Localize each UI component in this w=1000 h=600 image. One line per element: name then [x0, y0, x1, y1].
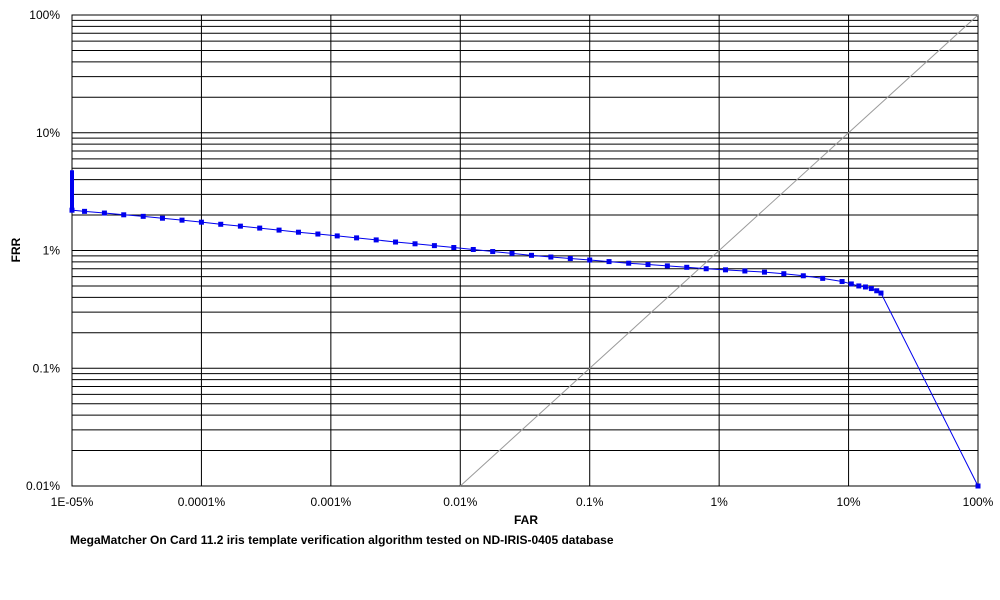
x-axis-title: FAR [514, 513, 538, 527]
data-point [69, 207, 75, 213]
data-point [529, 252, 535, 258]
data-point [723, 267, 729, 273]
data-point [334, 233, 340, 239]
data-point [412, 241, 418, 247]
data-point [868, 286, 874, 292]
data-point [781, 271, 787, 277]
data-point [874, 288, 880, 294]
plot-frame [71, 14, 979, 487]
data-point [820, 275, 826, 281]
x-tick-label: 100% [963, 495, 994, 509]
data-point [800, 273, 806, 279]
data-point [862, 284, 868, 290]
grid-lines [71, 14, 979, 487]
data-point [431, 243, 437, 249]
data-point [839, 279, 845, 285]
data-point [587, 257, 593, 263]
y-axis-title: FRR [9, 237, 23, 262]
data-point [276, 227, 282, 233]
data-point [664, 263, 670, 269]
data-point [257, 225, 263, 231]
data-point [315, 231, 321, 237]
data-point [742, 268, 748, 274]
data-point [567, 256, 573, 262]
x-axis-ticks: 1E-05% 0.0001% 0.001% 0.01% 0.1% 1% 10% 100% [51, 495, 994, 509]
y-tick-label: 0.1% [33, 361, 61, 375]
y-tick-label: 10% [36, 126, 60, 140]
data-point [237, 223, 243, 229]
chart-caption: MegaMatcher On Card 11.2 iris template v… [70, 533, 614, 547]
data-point [198, 219, 204, 225]
data-point [626, 260, 632, 266]
data-point [509, 250, 515, 256]
data-point [548, 254, 554, 260]
x-tick-label: 1% [710, 495, 728, 509]
data-point [82, 208, 88, 214]
data-point [373, 237, 379, 243]
data-point [295, 229, 301, 235]
data-point [856, 283, 862, 289]
data-point [878, 290, 884, 296]
data-point [218, 221, 224, 227]
y-tick-label: 100% [29, 8, 60, 22]
x-tick-label: 0.01% [443, 495, 477, 509]
y-tick-label: 0.01% [26, 479, 60, 493]
data-point [179, 217, 185, 223]
data-point [393, 239, 399, 245]
data-point [490, 249, 496, 255]
data-point [101, 210, 107, 216]
data-point [848, 281, 854, 287]
reference-diagonal [459, 14, 979, 487]
equal-error-diagonal [459, 14, 979, 487]
data-point [703, 266, 709, 272]
x-tick-label: 10% [837, 495, 861, 509]
data-point [975, 483, 981, 489]
x-tick-label: 0.0001% [178, 495, 226, 509]
series-line [71, 170, 979, 487]
x-tick-label: 0.001% [311, 495, 352, 509]
data-point [159, 215, 165, 221]
data-point [606, 259, 612, 265]
x-tick-label: 0.1% [576, 495, 604, 509]
y-axis-ticks: 0.01% 0.1% 1% 10% 100% [26, 8, 60, 493]
data-point [354, 235, 360, 241]
data-point [684, 264, 690, 270]
data-point [645, 262, 651, 268]
data-point [761, 269, 767, 275]
data-point [121, 212, 127, 218]
data-point [140, 213, 146, 219]
series-layer [69, 170, 981, 489]
data-point [451, 245, 457, 251]
x-tick-label: 1E-05% [51, 495, 94, 509]
data-point [470, 246, 476, 252]
y-tick-label: 1% [43, 244, 61, 258]
